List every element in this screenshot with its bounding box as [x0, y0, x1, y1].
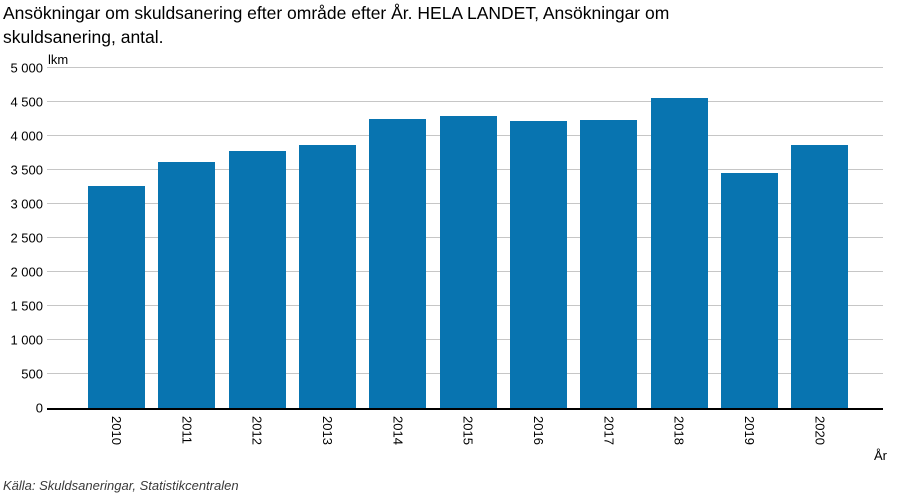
y-tick-label: 0	[35, 400, 43, 416]
x-tick-label: 2020	[812, 416, 828, 445]
y-tick-label: 2 000	[10, 264, 43, 280]
y-tick-label: 4 500	[10, 94, 43, 110]
bar-2012	[228, 150, 286, 408]
y-tick-label: 3 000	[10, 196, 43, 212]
plot-area: 0 500 1 000 1 500 2 000 2 500 3 000 3 500 4 000 4…	[10, 62, 883, 445]
x-tick-label: 2018	[671, 416, 687, 445]
bar-2018	[650, 97, 708, 408]
x-tick-label: 2019	[741, 416, 757, 445]
bar-2020	[791, 144, 849, 408]
y-tick-label: 3 500	[10, 162, 43, 178]
y-tick-label: 4 000	[10, 128, 43, 144]
x-tick-label: 2012	[249, 416, 265, 445]
source-note: Källa: Skuldsaneringar, Statistikcentral…	[3, 478, 239, 493]
x-tick-label: 2013	[319, 416, 335, 445]
y-axis-unit-label: lkm	[48, 52, 69, 67]
x-tick-label: 2015	[460, 416, 476, 445]
x-axis-line	[47, 408, 883, 410]
x-tick-label: 2017	[601, 416, 617, 445]
x-tick-label: 2014	[390, 416, 406, 445]
x-axis-title: År	[874, 448, 887, 463]
gridline	[47, 101, 883, 102]
gridline	[47, 67, 883, 68]
bar-2017	[580, 120, 638, 408]
bar-2014	[369, 119, 427, 408]
chart-title: Ansökningar om skuldsanering efter områd…	[3, 3, 670, 47]
y-tick-label: 1 500	[10, 298, 43, 314]
y-tick-label: 2 500	[10, 230, 43, 246]
bar-2016	[509, 121, 567, 408]
bar-2010	[88, 185, 145, 408]
bar-2013	[298, 144, 356, 408]
y-tick-label: 5 000	[10, 60, 43, 76]
x-tick-label: 2010	[109, 416, 124, 445]
x-tick-label: 2011	[179, 416, 195, 444]
bar-2019	[720, 173, 778, 408]
y-tick-label: 500	[21, 366, 43, 382]
bar-2011	[158, 161, 216, 408]
bar-2015	[439, 116, 497, 408]
x-tick-label: 2016	[530, 416, 546, 445]
y-tick-label: 1 000	[10, 332, 43, 348]
